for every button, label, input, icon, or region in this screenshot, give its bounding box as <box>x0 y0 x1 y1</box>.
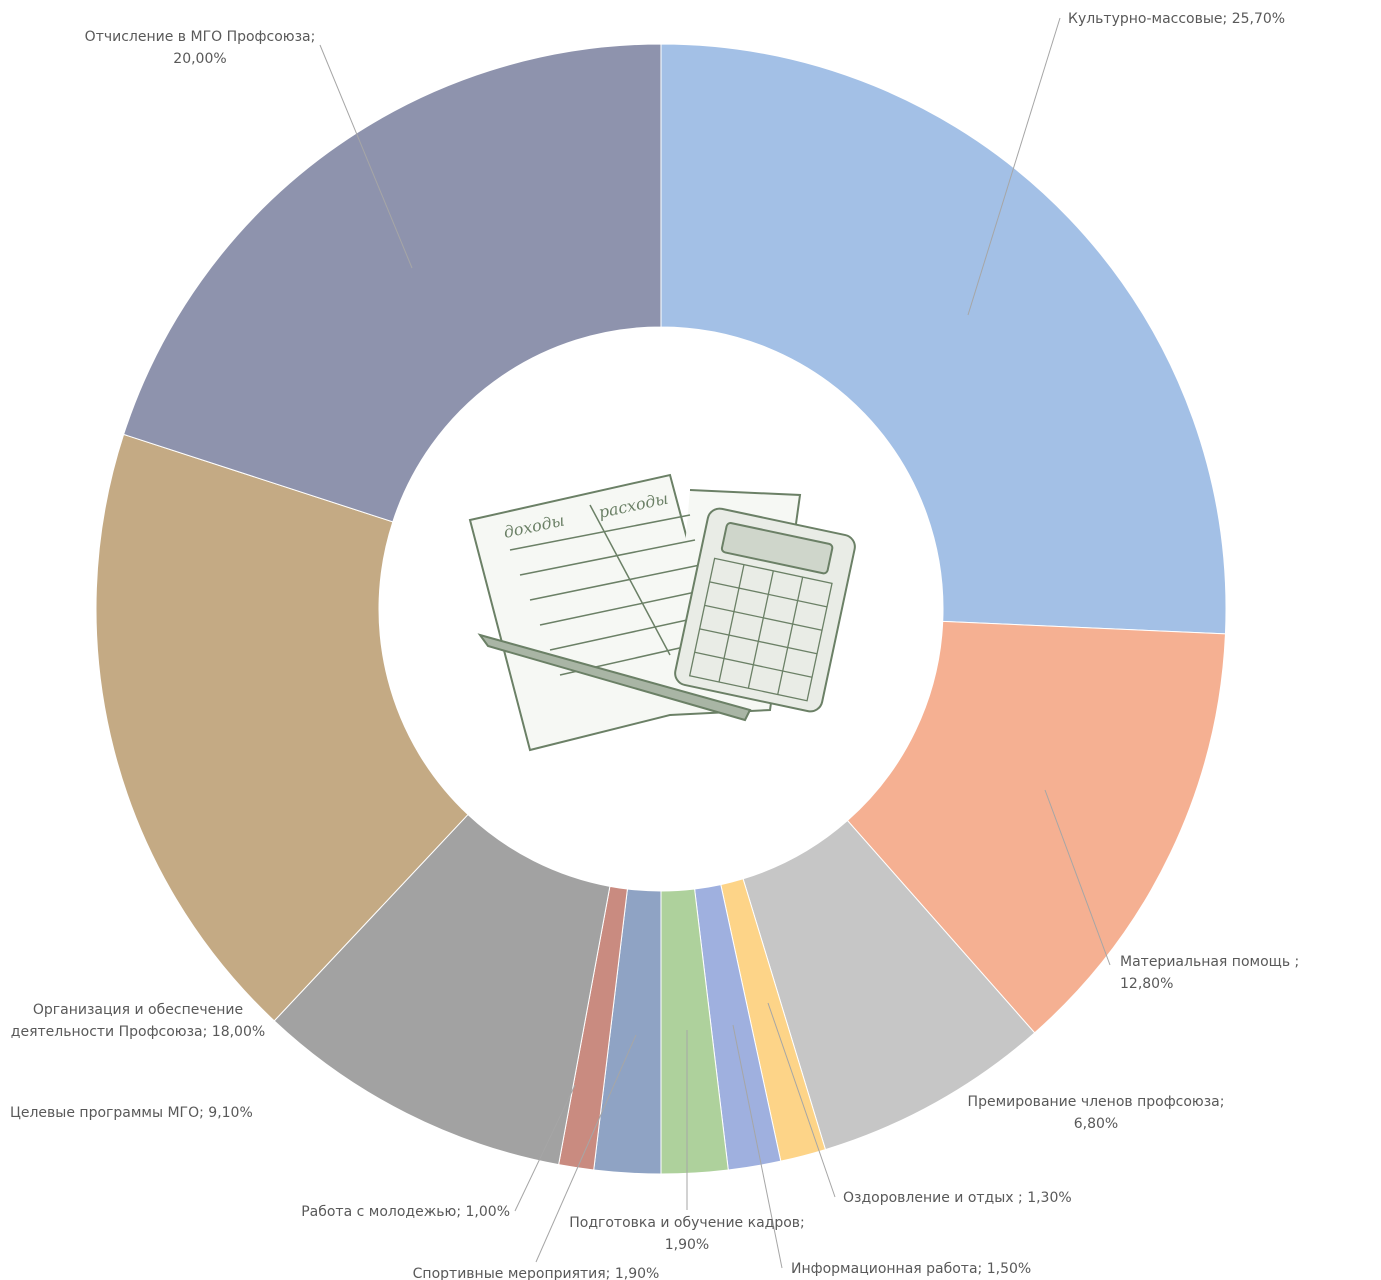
data-label: Культурно-массовые; 25,70% <box>1068 8 1368 30</box>
data-label: Премирование членов профсоюза; 6,80% <box>946 1091 1246 1135</box>
category-label: Организация и обеспечение деятельности П… <box>10 1002 244 1040</box>
category-label: Материальная помощь ; <box>1120 954 1300 970</box>
leader-line <box>1044 789 1111 966</box>
value-label: 18,00% <box>211 1024 266 1040</box>
leader-line <box>732 1024 783 1269</box>
value-label: 12,80% <box>1120 976 1174 992</box>
data-label: Оздоровление и отдых ; 1,30% <box>843 1187 1143 1209</box>
category-label: Оздоровление и отдых ; <box>843 1190 1023 1206</box>
data-label: Подготовка и обучение кадров; 1,90% <box>537 1212 837 1256</box>
data-label: Организация и обеспечение деятельности П… <box>7 999 269 1043</box>
category-label: Премирование членов профсоюза; <box>967 1094 1225 1110</box>
data-label: Материальная помощь ; 12,80% <box>1120 951 1380 995</box>
data-label: Работа с молодежью; 1,00% <box>210 1201 510 1223</box>
value-label: 1,50% <box>986 1261 1032 1277</box>
leader-line <box>967 17 1061 316</box>
data-label: Информационная работа; 1,50% <box>791 1258 1091 1280</box>
segment <box>123 43 662 523</box>
leader-line <box>767 1002 836 1198</box>
value-label: 9,10% <box>208 1105 253 1121</box>
leader-line <box>535 1034 637 1263</box>
data-label: Целевые программы МГО; 9,10% <box>10 1102 310 1124</box>
category-label: Отчисление в МГО Профсоюза; <box>84 29 316 45</box>
value-label: 1,90% <box>614 1266 660 1280</box>
value-label: 6,80% <box>1073 1116 1119 1132</box>
category-label: Работа с молодежью; <box>301 1204 462 1220</box>
segment <box>95 433 469 1022</box>
category-label: Целевые программы МГО; <box>10 1105 204 1121</box>
segment <box>846 620 1226 1034</box>
segment <box>273 813 611 1166</box>
value-label: 20,00% <box>173 51 227 67</box>
leader-line <box>514 1084 576 1212</box>
data-label: Отчисление в МГО Профсоюза; 20,00% <box>50 26 350 70</box>
value-label: 1,00% <box>465 1204 510 1220</box>
data-label: Спортивные мероприятия; 1,90% <box>386 1263 686 1280</box>
category-label: Спортивные мероприятия; <box>412 1266 611 1280</box>
category-label: Информационная работа; <box>791 1261 983 1277</box>
segment <box>660 43 1227 635</box>
value-label: 1,30% <box>1027 1190 1072 1206</box>
illustration: доходы расходы <box>468 473 856 752</box>
category-label: Подготовка и обучение кадров; <box>569 1215 805 1231</box>
leader-line <box>319 44 413 269</box>
value-label: 1,90% <box>664 1237 710 1253</box>
value-label: 25,70% <box>1231 11 1286 27</box>
category-label: Культурно-массовые; <box>1068 11 1228 27</box>
